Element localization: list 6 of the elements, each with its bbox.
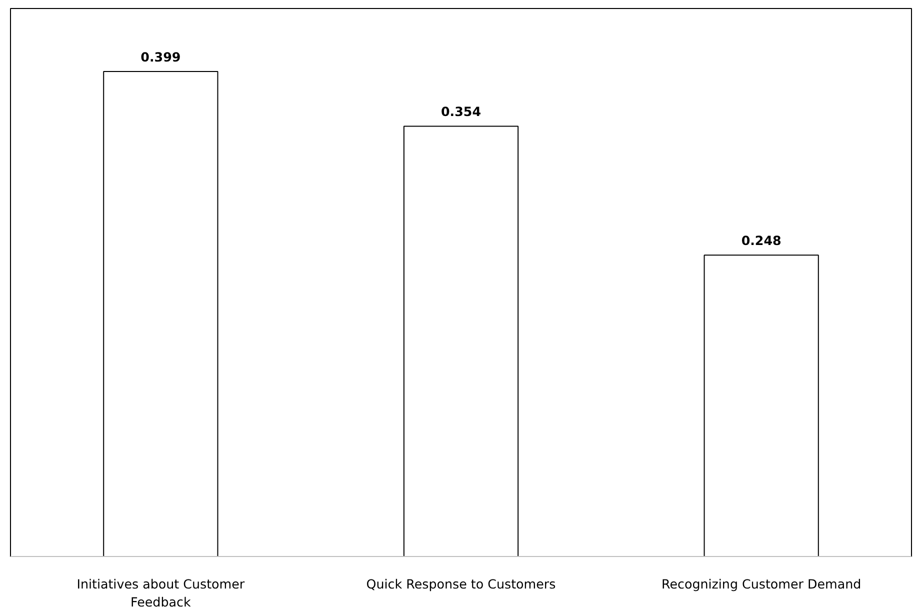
data-label: 0.354 [440,104,482,120]
data-label: 0.399 [140,50,181,65]
x-tick-label: Initiatives about Customer Feedback [76,576,246,610]
x-tick-label: Quick Response to Customers [366,576,556,592]
data-label: 0.248 [741,233,782,248]
x-tick-label: Recognizing Customer Demand [661,576,862,592]
